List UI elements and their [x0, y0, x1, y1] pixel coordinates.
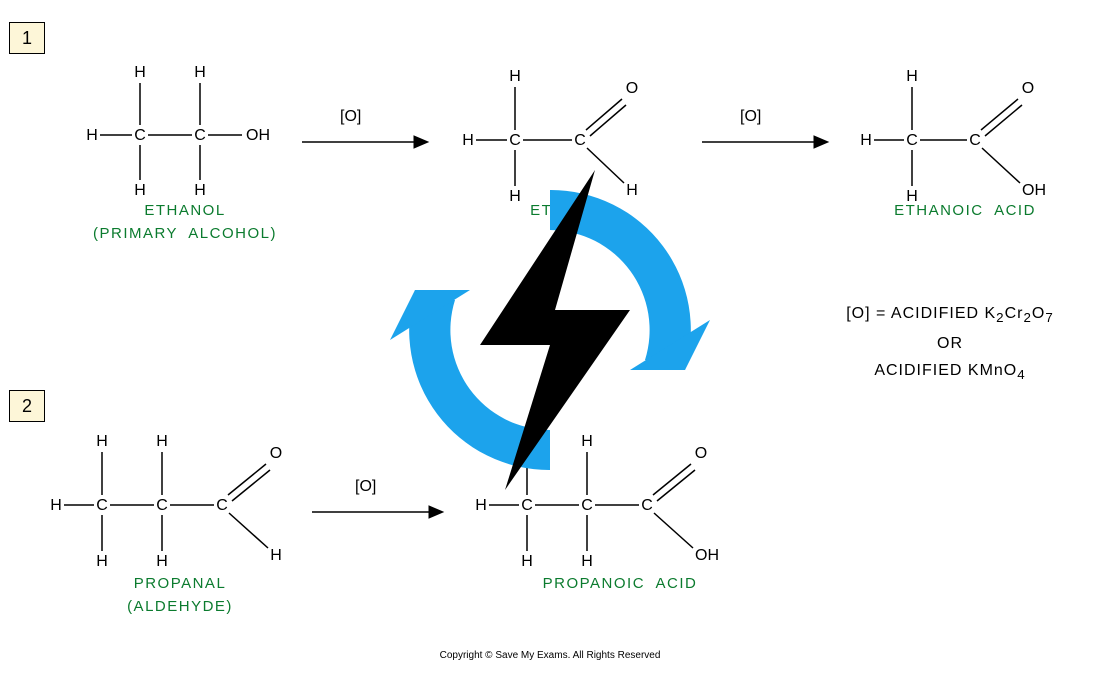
svg-text:H: H	[270, 547, 282, 564]
reagent-label-1: [O]	[340, 108, 361, 126]
legend-line3: ACIDIFIED KMnO	[874, 362, 1017, 379]
svg-text:H: H	[156, 433, 168, 450]
svg-text:H: H	[96, 433, 108, 450]
ethanal-caption: ETHANAL	[450, 200, 690, 223]
svg-text:O: O	[1022, 80, 1034, 97]
svg-text:C: C	[134, 127, 146, 144]
svg-text:H: H	[462, 132, 474, 149]
reaction-arrow-2	[700, 132, 830, 152]
svg-text:OH: OH	[695, 547, 719, 564]
legend-line1-a: [O] = ACIDIFIED K	[846, 305, 996, 322]
svg-text:H: H	[134, 64, 146, 81]
svg-text:O: O	[626, 80, 638, 97]
svg-text:O: O	[695, 445, 707, 462]
svg-text:H: H	[194, 182, 206, 195]
propanoic-acid-structure: C C C H H H H H O OH	[465, 420, 775, 570]
svg-text:C: C	[581, 497, 593, 514]
svg-text:C: C	[156, 497, 168, 514]
legend-sub1: 2	[996, 310, 1004, 325]
svg-text:H: H	[86, 127, 98, 144]
svg-text:H: H	[50, 497, 62, 514]
propanoic-caption: PROPANOIC ACID	[500, 573, 740, 596]
legend-line2: OR	[937, 335, 963, 352]
svg-text:C: C	[521, 497, 533, 514]
svg-text:H: H	[906, 68, 918, 85]
svg-text:H: H	[581, 433, 593, 450]
svg-text:C: C	[906, 132, 918, 149]
svg-text:O: O	[270, 445, 282, 462]
svg-text:H: H	[626, 182, 638, 199]
legend-sub3: 7	[1045, 310, 1053, 325]
svg-text:H: H	[509, 68, 521, 85]
legend-sub4: 4	[1017, 367, 1025, 382]
svg-text:H: H	[156, 553, 168, 570]
svg-text:OH: OH	[246, 127, 270, 144]
svg-text:H: H	[96, 553, 108, 570]
svg-text:H: H	[475, 497, 487, 514]
reaction-arrow-3	[310, 502, 445, 522]
legend-line1-b: Cr	[1005, 305, 1024, 322]
ethanol-structure: C C H OH H H H H	[70, 55, 300, 195]
svg-text:H: H	[521, 433, 533, 450]
svg-text:C: C	[216, 497, 228, 514]
svg-text:C: C	[194, 127, 206, 144]
svg-text:H: H	[194, 64, 206, 81]
svg-text:OH: OH	[1022, 182, 1046, 199]
step-number-2-label: 2	[22, 396, 32, 417]
reagent-label-3: [O]	[355, 478, 376, 496]
legend-line1-c: O	[1032, 305, 1045, 322]
copyright-text: Copyright © Save My Exams. All Rights Re…	[0, 650, 1100, 661]
svg-text:C: C	[96, 497, 108, 514]
ethanoic-caption: ETHANOIC ACID	[840, 200, 1090, 223]
ethanol-caption: ETHANOL (PRIMARY ALCOHOL)	[70, 200, 300, 245]
svg-text:H: H	[521, 553, 533, 570]
legend-sub2: 2	[1023, 310, 1031, 325]
reaction-arrow-1	[300, 132, 430, 152]
propanal-structure: C C C H H H H H O H	[40, 420, 340, 570]
svg-text:C: C	[969, 132, 981, 149]
svg-text:H: H	[134, 182, 146, 195]
ethanoic-acid-structure: C C H H H O OH	[850, 55, 1100, 205]
oxidant-legend: [O] = ACIDIFIED K2Cr2O7 OR ACIDIFIED KMn…	[810, 300, 1090, 387]
step-number-2: 2	[9, 390, 45, 422]
propanal-caption: PROPANAL (ALDEHYDE)	[70, 573, 290, 618]
ethanal-structure: C C H H H O H	[450, 55, 690, 205]
svg-text:C: C	[641, 497, 653, 514]
reagent-label-2: [O]	[740, 108, 761, 126]
svg-text:H: H	[860, 132, 872, 149]
step-number-1: 1	[9, 22, 45, 54]
svg-text:H: H	[581, 553, 593, 570]
svg-text:C: C	[509, 132, 521, 149]
step-number-1-label: 1	[22, 28, 32, 49]
svg-text:C: C	[574, 132, 586, 149]
